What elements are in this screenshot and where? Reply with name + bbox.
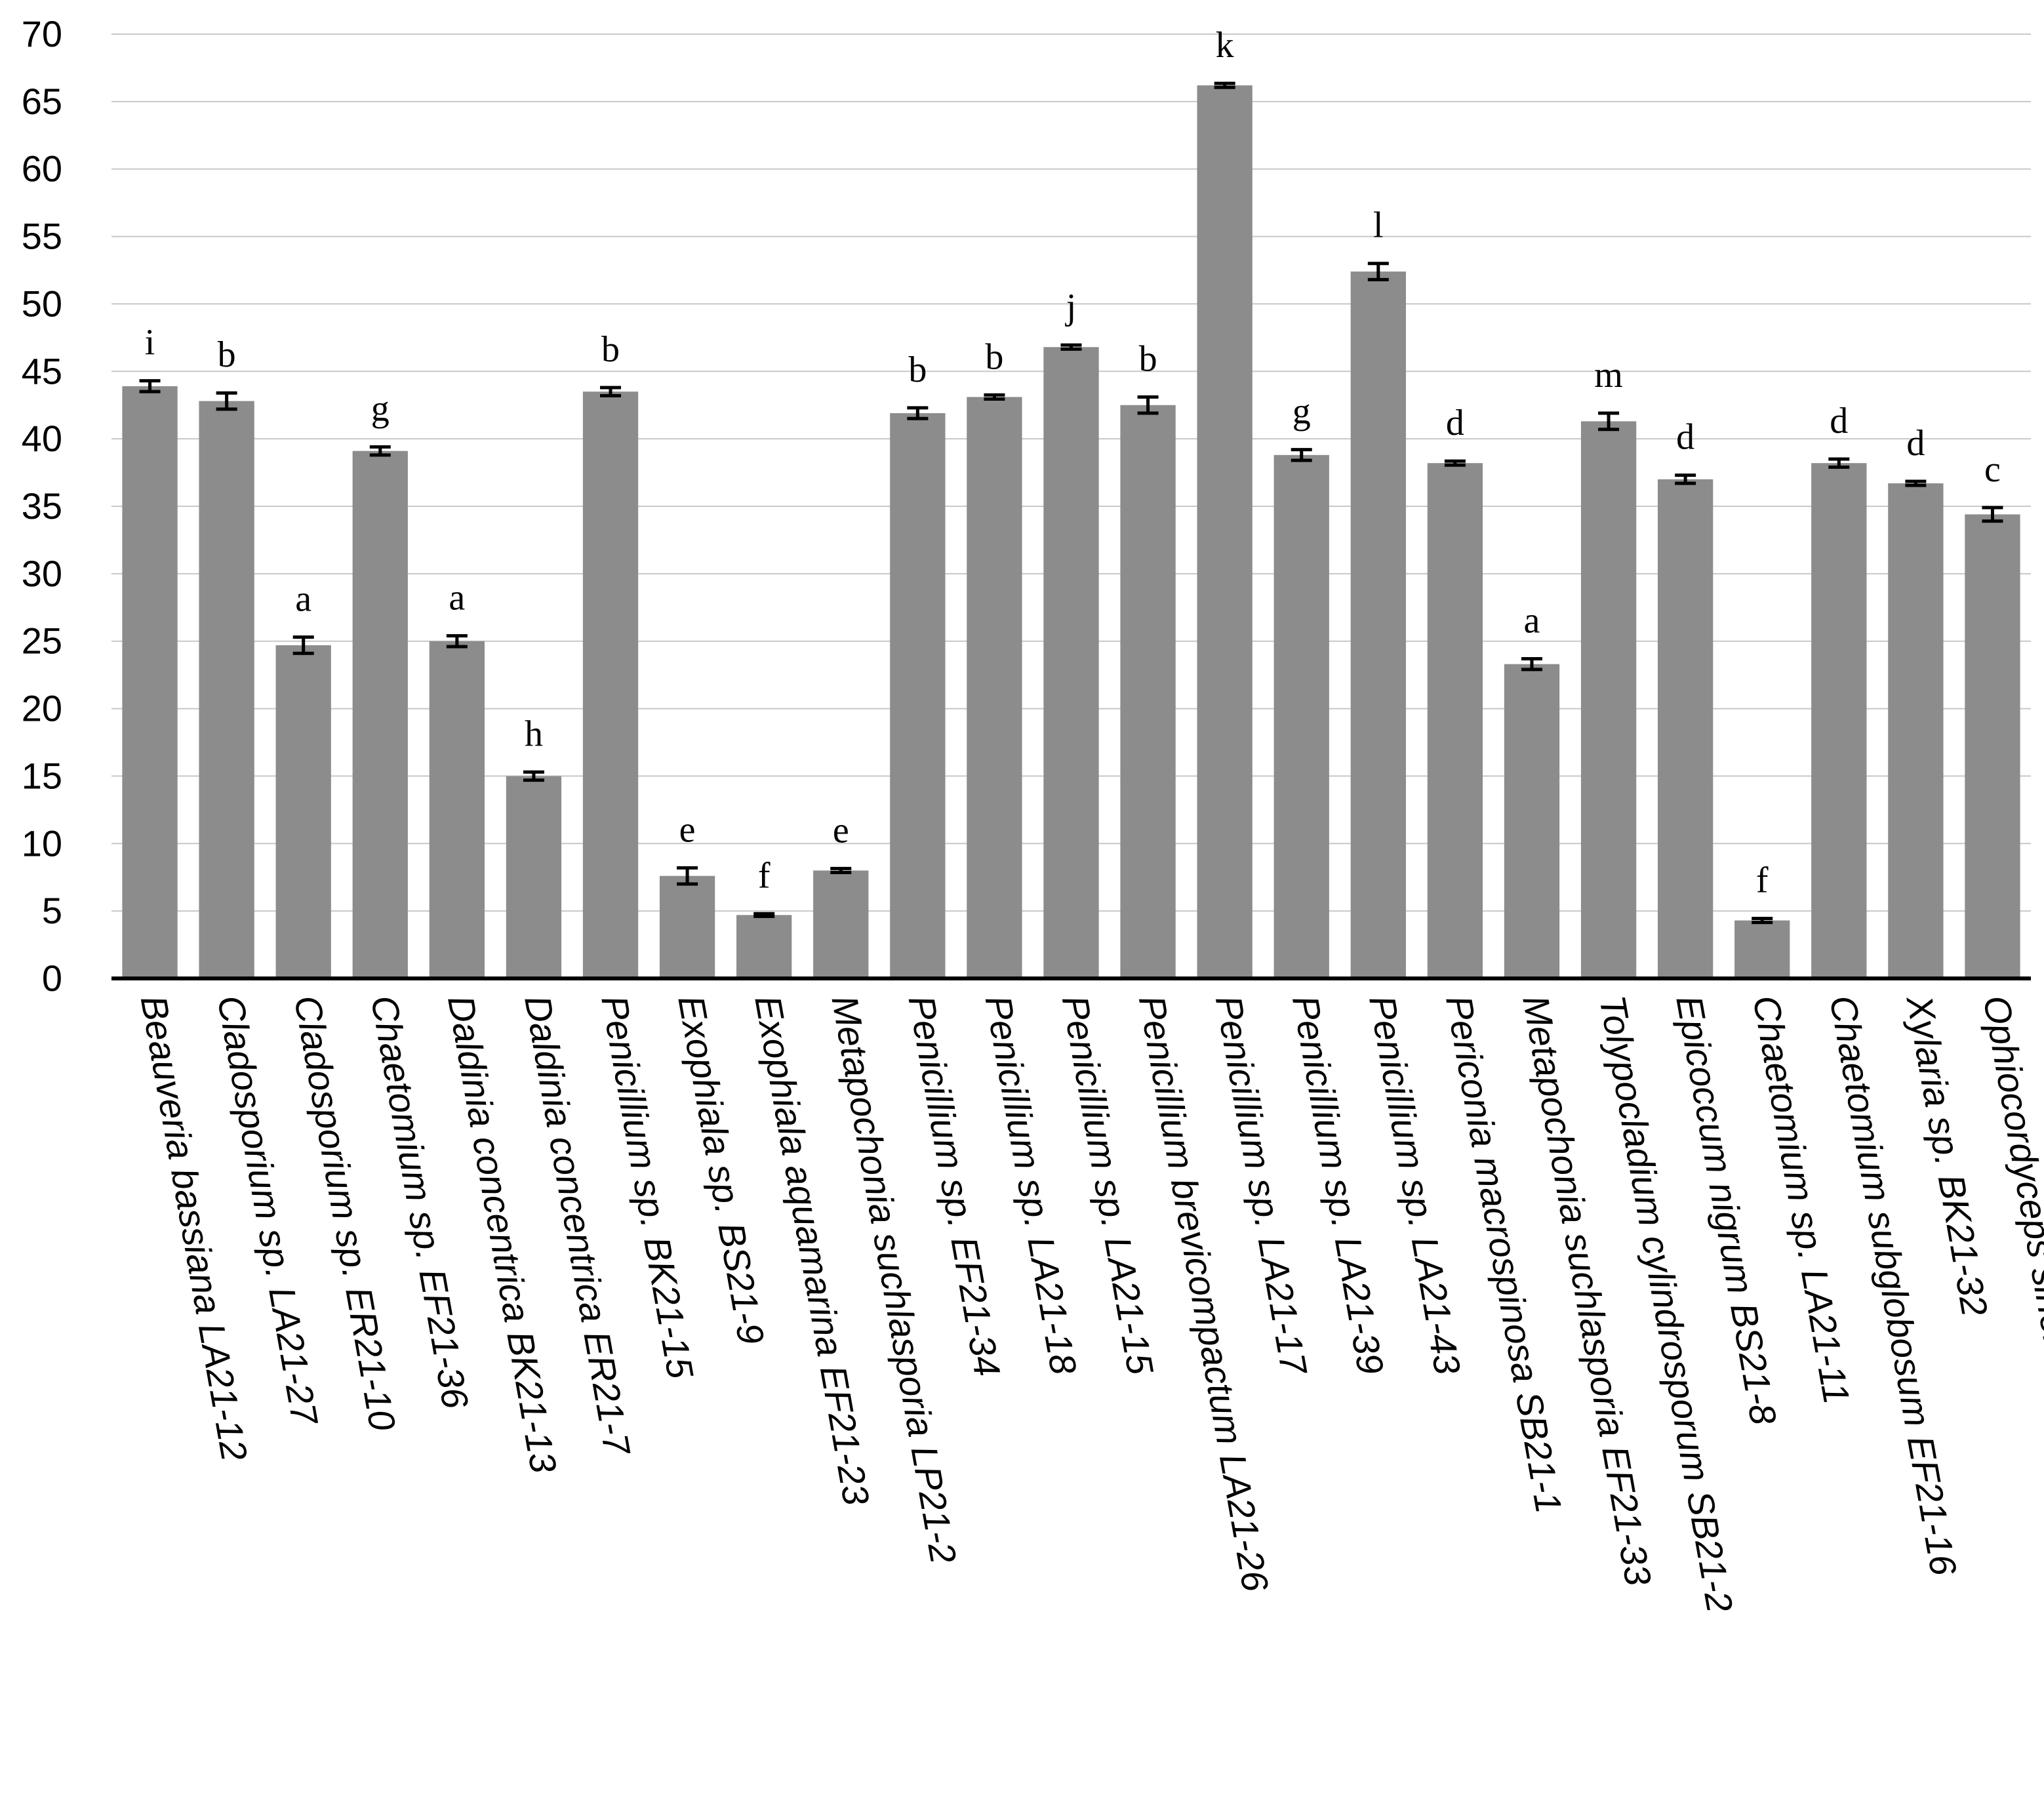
significance-letter: d — [1906, 423, 1925, 464]
error-bar — [523, 770, 544, 782]
significance-letter: m — [1594, 355, 1623, 395]
significance-letters: i b a g a h b e f e b b j b k g l d a m d f d d c — [145, 25, 2001, 900]
error-bar — [1982, 506, 2003, 523]
y-tick-label: 25 — [22, 620, 62, 662]
bar — [1043, 347, 1099, 978]
y-tick-label: 30 — [22, 553, 62, 594]
bar — [1965, 514, 2020, 978]
significance-letter: g — [371, 388, 390, 429]
y-tick-label: 40 — [22, 418, 62, 459]
significance-letter: d — [1446, 403, 1464, 443]
error-bar — [753, 912, 775, 918]
significance-letter: b — [985, 336, 1003, 377]
bar — [1734, 920, 1790, 978]
error-bar — [1444, 459, 1466, 467]
significance-letter: f — [758, 855, 771, 896]
bar — [429, 641, 485, 978]
bar — [1657, 479, 1713, 978]
significance-letter: h — [525, 714, 543, 754]
significance-letter: e — [679, 809, 696, 850]
bar — [659, 875, 715, 978]
error-bar — [1214, 81, 1235, 89]
error-bars — [139, 81, 2003, 925]
y-tick-label: 55 — [22, 216, 62, 257]
y-tick-label: 20 — [22, 688, 62, 729]
bar — [352, 451, 408, 978]
bars — [122, 85, 2020, 979]
y-tick-label: 60 — [22, 148, 62, 190]
y-tick-label: 50 — [22, 283, 62, 324]
significance-letter: e — [833, 810, 849, 851]
bar — [1504, 664, 1560, 978]
error-bar — [600, 386, 622, 397]
error-bar — [1291, 448, 1312, 462]
error-bar — [984, 393, 1005, 401]
error-bar — [1598, 411, 1620, 432]
bar — [1888, 483, 1944, 978]
bar — [275, 645, 331, 978]
x-tick-label: Xylaria sp. BK21-32 — [1898, 991, 1995, 1319]
significance-letter: a — [449, 577, 465, 618]
bar — [1350, 272, 1406, 978]
error-bar — [1752, 916, 1773, 925]
error-bar — [1521, 656, 1542, 672]
bar — [1120, 405, 1176, 978]
error-bar — [216, 391, 237, 411]
bar — [122, 386, 178, 978]
bar — [736, 915, 792, 978]
error-bar — [1828, 457, 1850, 469]
error-bar — [677, 866, 698, 886]
bar — [199, 401, 254, 978]
significance-letter: a — [295, 579, 311, 620]
y-tick-label: 35 — [22, 485, 62, 527]
bar — [1273, 454, 1329, 978]
y-tick-label: 0 — [42, 957, 62, 999]
error-bar — [1060, 343, 1082, 351]
significance-letter: b — [1139, 338, 1157, 379]
bar — [890, 413, 946, 978]
significance-letter: a — [1524, 600, 1540, 641]
significance-letter: b — [908, 350, 927, 390]
y-axis-ticks: 0 5 10 15 20 25 30 35 40 45 50 55 60 65 70 — [22, 13, 62, 999]
significance-letter: d — [1676, 417, 1694, 458]
y-tick-label: 70 — [22, 13, 62, 54]
error-bar — [907, 406, 929, 420]
significance-letter: d — [1830, 401, 1848, 441]
error-bar — [446, 634, 468, 649]
error-bar — [1675, 473, 1696, 485]
error-bar — [830, 866, 852, 875]
bar — [967, 397, 1022, 978]
bar — [506, 776, 562, 978]
error-bar — [292, 635, 314, 655]
error-bar — [1367, 262, 1389, 281]
significance-letter: b — [601, 329, 620, 370]
significance-letter: i — [145, 323, 155, 363]
error-bar — [1905, 479, 1927, 487]
y-tick-label: 65 — [22, 81, 62, 122]
significance-letter: b — [218, 334, 236, 375]
bar — [813, 870, 869, 978]
significance-letter: c — [1984, 449, 2001, 490]
error-bar — [369, 445, 391, 457]
y-tick-label: 15 — [22, 755, 62, 796]
significance-letter: k — [1216, 25, 1234, 66]
significance-letter: g — [1293, 392, 1311, 432]
bar — [1197, 85, 1252, 979]
significance-letter: l — [1373, 205, 1384, 246]
bar — [582, 392, 639, 978]
y-tick-label: 5 — [42, 890, 62, 931]
bar — [1811, 463, 1867, 978]
significance-letter: j — [1065, 287, 1077, 327]
error-bar — [139, 379, 161, 393]
bar — [1427, 463, 1483, 978]
y-tick-label: 10 — [22, 822, 62, 864]
y-tick-label: 45 — [22, 350, 62, 392]
bar — [1580, 421, 1637, 978]
error-bar — [1137, 395, 1159, 415]
significance-letter: f — [1756, 860, 1769, 900]
